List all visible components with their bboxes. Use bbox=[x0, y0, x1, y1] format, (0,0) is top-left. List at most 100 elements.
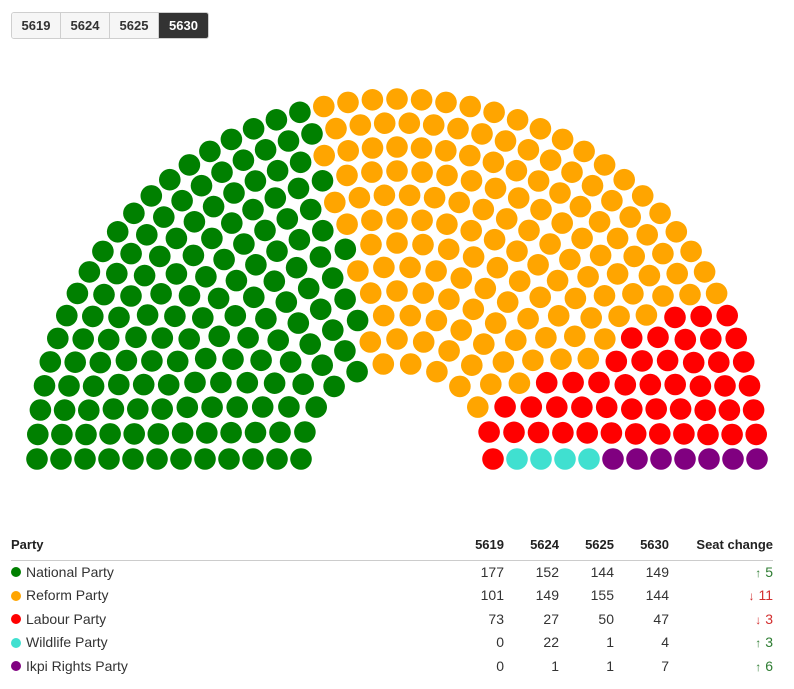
tab-5619[interactable]: 5619 bbox=[12, 13, 61, 38]
seat-dot bbox=[244, 170, 267, 192]
seat-dot bbox=[438, 340, 460, 362]
seat-dot bbox=[372, 304, 395, 327]
seat-dot bbox=[461, 354, 483, 377]
seats-5625: 50 bbox=[598, 610, 614, 627]
seat-dot bbox=[311, 170, 334, 192]
seat-dot bbox=[361, 137, 384, 159]
seat-change: ↓ 11 bbox=[669, 584, 773, 608]
seat-dot bbox=[236, 371, 259, 394]
seat-dot bbox=[222, 348, 244, 371]
seat-dot bbox=[225, 269, 248, 292]
seat-dot bbox=[386, 208, 408, 230]
seat-dot bbox=[115, 349, 138, 372]
table-row: Labour Party 73 27 50 47 ↓ 3 bbox=[11, 607, 773, 631]
seat-dot bbox=[517, 139, 540, 161]
seat-dot bbox=[196, 422, 218, 444]
seat-dot bbox=[199, 140, 221, 163]
seat-dot bbox=[178, 154, 201, 176]
seat-dot bbox=[140, 185, 163, 207]
seat-dot bbox=[471, 123, 493, 145]
seat-dot bbox=[263, 372, 286, 395]
seat-dot bbox=[665, 221, 688, 243]
seat-dot bbox=[299, 333, 322, 355]
seat-dot bbox=[494, 396, 516, 418]
seat-dot bbox=[149, 245, 171, 268]
seat-dot bbox=[136, 304, 159, 326]
seat-dot bbox=[530, 448, 552, 470]
seat-dot bbox=[125, 326, 147, 349]
seat-dot bbox=[708, 351, 730, 374]
seat-dot bbox=[551, 212, 573, 234]
seat-dot bbox=[505, 329, 527, 352]
seat-dot bbox=[578, 448, 600, 470]
seat-dot bbox=[309, 298, 332, 321]
seat-dot bbox=[195, 266, 217, 288]
seat-dot bbox=[178, 328, 200, 350]
seat-dot bbox=[679, 283, 701, 306]
seat-dot bbox=[467, 396, 489, 418]
seat-dot bbox=[99, 423, 121, 445]
seat-dot bbox=[484, 177, 507, 200]
seat-dot bbox=[232, 149, 255, 171]
seat-dot bbox=[386, 88, 408, 110]
seat-dot bbox=[508, 270, 531, 292]
seat-dot bbox=[722, 448, 744, 470]
seat-dot bbox=[361, 161, 383, 183]
seat-dot bbox=[170, 448, 192, 470]
seat-dot bbox=[650, 448, 672, 470]
seat-dot bbox=[411, 161, 433, 183]
header-5619: 5619 bbox=[449, 536, 504, 561]
seat-dot bbox=[334, 288, 356, 310]
tab-5625[interactable]: 5625 bbox=[110, 13, 159, 38]
seat-dot bbox=[33, 375, 56, 397]
seat-dot bbox=[194, 347, 217, 370]
table-row: Ikpi Rights Party 0 1 1 7 ↑ 6 bbox=[11, 654, 773, 678]
seat-dot bbox=[210, 371, 232, 394]
seat-dot bbox=[742, 399, 765, 421]
seat-dot bbox=[746, 448, 768, 470]
seat-dot bbox=[564, 287, 587, 310]
seat-dot bbox=[535, 327, 557, 349]
seat-dot bbox=[613, 168, 635, 191]
seat-dot bbox=[64, 351, 86, 374]
seat-dot bbox=[66, 282, 89, 305]
seat-dot bbox=[459, 95, 482, 118]
seat-dot bbox=[721, 423, 743, 446]
seat-dot bbox=[254, 219, 276, 242]
seat-dot bbox=[622, 283, 644, 305]
seat-dot bbox=[141, 350, 163, 372]
seat-dot bbox=[564, 325, 586, 348]
seat-dot bbox=[649, 423, 671, 445]
seat-dot bbox=[426, 360, 448, 383]
seat-dot bbox=[265, 109, 288, 131]
seat-dot bbox=[102, 398, 125, 420]
arrow-up-icon: ↑ bbox=[755, 566, 762, 580]
seat-dot bbox=[279, 351, 302, 373]
seat-dot bbox=[157, 374, 180, 396]
seat-dot bbox=[623, 245, 645, 268]
seat-dot bbox=[539, 149, 562, 171]
seat-dot bbox=[494, 130, 517, 152]
seat-dot bbox=[89, 351, 112, 374]
seat-dot bbox=[211, 161, 233, 183]
seat-dot bbox=[652, 242, 674, 265]
seat-dot bbox=[251, 396, 274, 418]
seat-dot bbox=[58, 375, 80, 397]
seat-dot bbox=[349, 114, 372, 136]
tab-5630[interactable]: 5630 bbox=[159, 13, 208, 38]
seat-dot bbox=[289, 151, 312, 174]
seat-dot bbox=[573, 140, 595, 163]
seat-dot bbox=[593, 285, 616, 307]
seat-dot bbox=[410, 89, 433, 111]
seats-5624: 1 bbox=[551, 657, 559, 674]
seat-dot bbox=[82, 305, 104, 328]
seat-dot bbox=[146, 448, 168, 470]
seat-dot bbox=[292, 373, 315, 396]
seat-dot bbox=[738, 375, 761, 397]
seat-dot bbox=[360, 233, 382, 256]
seat-dot bbox=[506, 448, 528, 470]
tab-5624[interactable]: 5624 bbox=[61, 13, 110, 38]
seat-dot bbox=[285, 256, 308, 279]
seat-dot bbox=[337, 91, 359, 114]
seat-dot bbox=[290, 448, 312, 470]
